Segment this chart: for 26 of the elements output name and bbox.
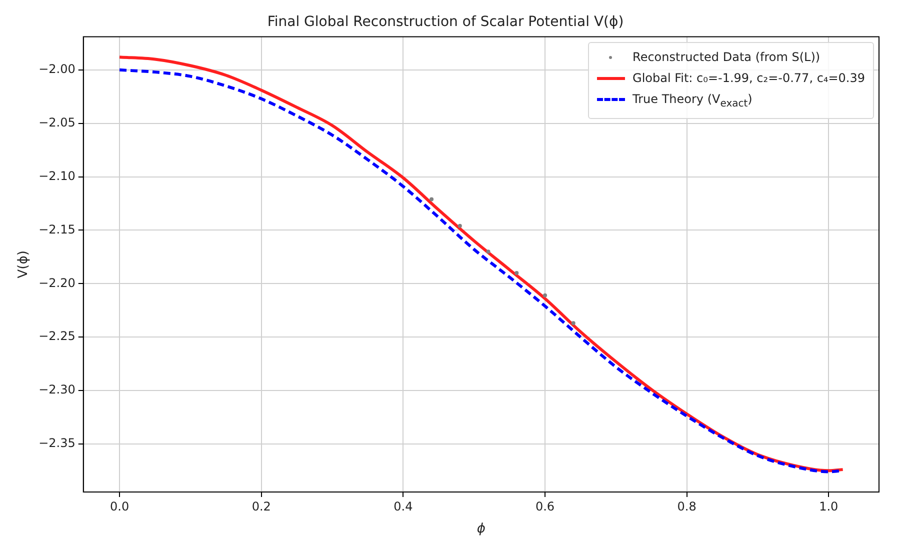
- y-tick-label: −2.25: [38, 329, 76, 344]
- y-tick-label: −2.20: [38, 276, 76, 290]
- x-tick-label: 0.8: [677, 499, 696, 514]
- legend-label: Reconstructed Data (from S(L)): [632, 50, 820, 64]
- legend-label: Global Fit: c₀=-1.99, c₂=-0.77, c₄=0.39: [632, 70, 865, 85]
- point: [514, 270, 519, 275]
- x-axis-title: ϕ: [476, 522, 486, 537]
- y-tick-label: −2.00: [38, 62, 76, 76]
- y-tick-label: −2.30: [38, 382, 76, 397]
- y-tick-label: −2.35: [38, 436, 76, 450]
- x-tick-label: 0.2: [252, 499, 271, 514]
- y-axis-title: V(ϕ): [16, 250, 32, 278]
- point: [543, 293, 548, 298]
- y-tick-label: −2.15: [38, 222, 76, 236]
- y-tick-label: −2.10: [38, 168, 76, 183]
- point: [458, 224, 462, 228]
- point: [571, 321, 576, 326]
- y-tick-label: −2.05: [38, 115, 76, 130]
- x-tick-label: 0.0: [110, 499, 130, 514]
- point: [486, 250, 490, 254]
- chart-title: Final Global Reconstruction of Scalar Potential V(ϕ): [267, 14, 624, 30]
- x-tick-label: 1.0: [819, 499, 838, 514]
- legend-label: True Theory (V$_{exact}$): [632, 92, 752, 110]
- x-tick-label: 0.4: [394, 499, 413, 514]
- point: [430, 197, 434, 202]
- x-tick-label: 0.6: [535, 499, 555, 514]
